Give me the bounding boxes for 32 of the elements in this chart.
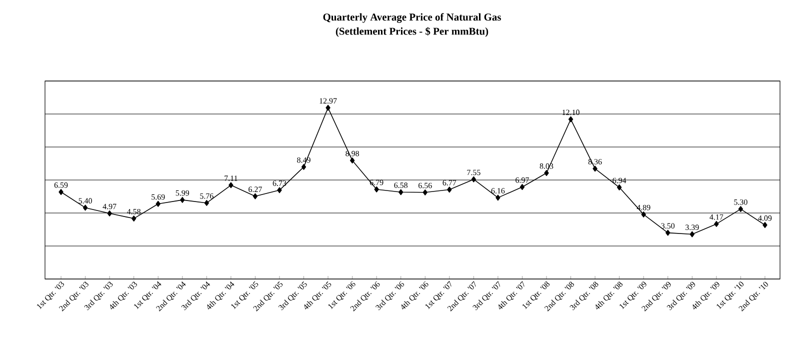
point	[326, 104, 330, 111]
point	[568, 116, 574, 122]
point	[738, 206, 744, 212]
point	[107, 210, 112, 216]
point	[616, 184, 622, 190]
point	[252, 193, 258, 200]
chart-subtitle: (Settlement Prices - $ Per mmBtu)	[336, 27, 488, 37]
point	[374, 186, 379, 192]
point	[447, 186, 452, 193]
point	[714, 220, 719, 227]
point	[204, 200, 210, 206]
point	[58, 189, 64, 195]
point	[690, 231, 694, 238]
point	[301, 164, 306, 170]
point	[762, 222, 768, 228]
point	[277, 187, 282, 194]
point	[180, 196, 185, 203]
point	[398, 189, 404, 196]
point	[471, 176, 476, 182]
point	[666, 230, 670, 236]
point	[496, 194, 500, 201]
point	[132, 216, 136, 222]
point	[422, 189, 428, 196]
point	[641, 211, 646, 218]
point	[156, 200, 160, 207]
chart-title: Quarterly Average Price of Natural Gas	[323, 13, 501, 23]
point	[520, 184, 525, 190]
point	[592, 166, 598, 172]
point	[350, 157, 355, 164]
point	[228, 182, 234, 188]
point	[82, 204, 88, 211]
point	[544, 170, 549, 176]
